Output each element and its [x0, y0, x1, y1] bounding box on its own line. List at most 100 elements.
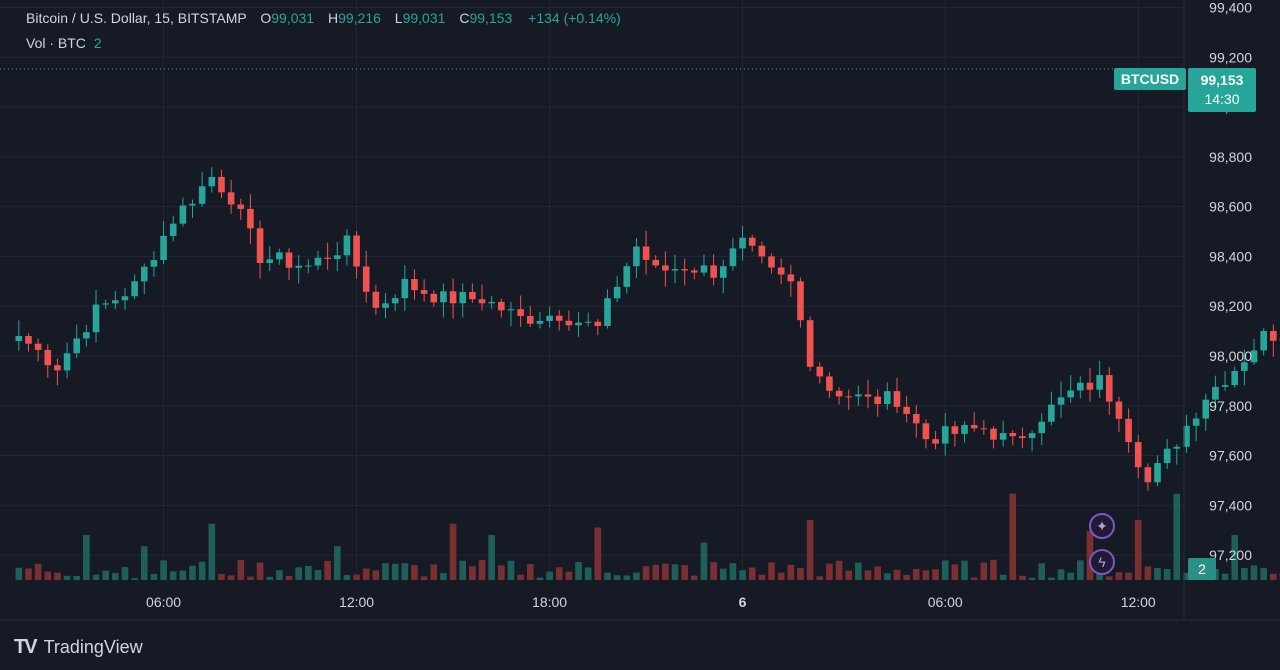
candle-body [266, 259, 274, 264]
candle-body [1105, 375, 1113, 402]
candle-body [816, 366, 824, 377]
tradingview-brand[interactable]: TV TradingView [14, 636, 143, 659]
candle-body [594, 321, 602, 327]
volume-bar [739, 570, 746, 580]
volume-bar [575, 561, 582, 580]
candle-body [739, 237, 746, 249]
volume-bar [449, 523, 457, 580]
candle-body [507, 309, 515, 311]
candle-body [34, 343, 42, 350]
volume-bar [990, 559, 997, 580]
candle-body [1134, 442, 1142, 468]
volume-bar [893, 569, 901, 580]
volume-bar [83, 535, 90, 580]
candle-body [1125, 418, 1132, 443]
candle-body [343, 235, 351, 256]
volume-bar [314, 570, 322, 580]
volume-bar [372, 570, 380, 580]
candle-body [44, 349, 52, 366]
candle-body [884, 391, 891, 405]
candle-body [662, 265, 669, 271]
volume-bar [1250, 565, 1258, 580]
sparkle-icon[interactable]: ✦ [1089, 513, 1115, 539]
x-tick-label: 12:00 [339, 594, 374, 610]
volume-bar [44, 571, 52, 580]
volume-bar [555, 567, 563, 580]
candle-body [536, 320, 544, 324]
candle-body [748, 237, 756, 246]
volume-bar [362, 568, 370, 580]
candle-body [555, 315, 563, 321]
candle-body [449, 291, 457, 304]
y-tick-label: 99,200 [1209, 49, 1252, 65]
lightning-icon[interactable]: ϟ [1089, 549, 1115, 575]
volume-bar [970, 577, 978, 580]
volume-bar [391, 563, 399, 580]
candle-body [169, 223, 177, 236]
volume-bar [1163, 568, 1171, 580]
candle-body [922, 423, 930, 440]
candle-body [575, 322, 582, 326]
volume-bar [208, 523, 216, 580]
volume-bar [835, 560, 843, 580]
volume-bar [276, 570, 283, 580]
candle-body [1163, 448, 1171, 464]
volume-bar [526, 563, 534, 580]
y-tick-label: 97,200 [1209, 547, 1252, 563]
volume-bar [1260, 567, 1267, 580]
volume-bar [498, 565, 505, 580]
volume-bar [536, 577, 544, 580]
candle-body [855, 394, 862, 397]
bar-countdown: 14:30 [1204, 91, 1240, 107]
candle-body [1202, 399, 1210, 419]
volume-bar [941, 560, 949, 580]
tradingview-logo-icon: TV [14, 636, 38, 658]
candle-body [1183, 425, 1190, 447]
volume-bar [1067, 572, 1074, 580]
candle-body [1221, 385, 1229, 387]
candle-body [1019, 436, 1026, 439]
volume-bar [1231, 535, 1239, 580]
candles [15, 167, 1280, 491]
candle-body [1048, 404, 1055, 422]
candle-body [604, 298, 611, 327]
x-tick-label: 6 [739, 594, 747, 610]
candle-body [73, 338, 81, 354]
y-tick-label: 97,400 [1209, 497, 1252, 513]
candle-body [1038, 421, 1046, 434]
volume-tag-value: 2 [1198, 561, 1206, 577]
candle-body [189, 203, 196, 206]
volume-bar [1125, 572, 1132, 580]
low-value: 99,031 [402, 10, 446, 26]
candle-body [469, 292, 476, 300]
candle-body [1231, 370, 1239, 386]
ticker-tag[interactable]: BTCUSD [1114, 68, 1186, 90]
candle-body [420, 290, 428, 294]
y-tick-label: 98,200 [1209, 298, 1252, 314]
volume-bar [604, 572, 611, 580]
volume-bar [189, 565, 196, 580]
volume-bar [633, 572, 640, 580]
volume-bar [797, 568, 804, 580]
candle-body [719, 266, 727, 278]
ticker-label: BTCUSD [1120, 71, 1180, 87]
close-label: C [459, 10, 470, 26]
volume-bar [584, 567, 592, 580]
candle-body [1067, 390, 1074, 398]
candle-body [941, 426, 949, 444]
volume-bar [15, 567, 23, 580]
candle-body [121, 296, 129, 301]
volume-bar [63, 575, 71, 580]
candle-body [1077, 382, 1084, 391]
candle-body [305, 265, 312, 267]
volume-bar [903, 574, 910, 580]
candle-body [1270, 330, 1277, 341]
volume-bar [1009, 493, 1017, 580]
volume-bar [691, 575, 698, 580]
candle-body [276, 252, 283, 260]
volume-bar [806, 520, 814, 580]
volume-bar [333, 546, 341, 580]
volume-bar [1134, 520, 1142, 580]
volume-bar [912, 568, 920, 580]
